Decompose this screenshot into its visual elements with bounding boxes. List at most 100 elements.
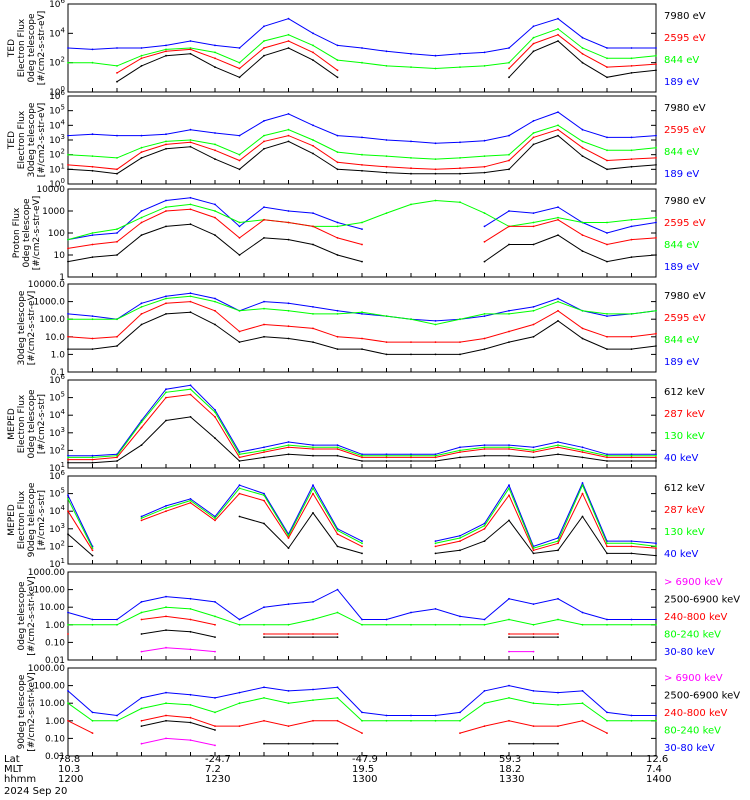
data-point [434, 545, 437, 548]
data-point [336, 697, 339, 699]
data-point [140, 157, 143, 159]
data-point [581, 221, 584, 224]
data-point [581, 155, 584, 158]
data-point [557, 444, 559, 446]
data-point [581, 449, 584, 452]
data-point [165, 615, 167, 618]
data-point [606, 623, 608, 626]
panel-6: 101 102 103 104 105 106 MEPED Electron Flux 90de… [7, 469, 705, 570]
data-point [410, 318, 412, 321]
data-point [91, 623, 94, 626]
y-tick-label: 104 [49, 118, 65, 131]
data-point [312, 144, 314, 147]
data-point [557, 549, 559, 552]
data-point [91, 256, 94, 258]
y-axis-label-line: Electron Flux [17, 110, 27, 169]
data-point [165, 606, 167, 609]
data-point [312, 44, 314, 47]
data-point [287, 309, 290, 312]
y-axis-label-line: [#/cm2-s-str] [37, 394, 47, 454]
data-point [238, 515, 241, 518]
y-tick-label: 103 [49, 133, 65, 146]
legend-entry: 7980 eV [664, 291, 706, 302]
legend-entry: 2595 eV [664, 33, 706, 44]
data-point [263, 323, 265, 326]
data-point [67, 458, 69, 461]
data-point [312, 243, 314, 246]
data-point [140, 151, 143, 154]
data-point [606, 136, 608, 139]
data-point [483, 454, 486, 457]
data-point [214, 416, 216, 418]
data-point [263, 492, 265, 495]
data-point [655, 63, 657, 65]
data-point [336, 348, 339, 350]
series-line-2 [116, 34, 657, 74]
data-point [336, 454, 339, 457]
legend-entry: 844 eV [664, 240, 699, 251]
data-point [140, 134, 143, 137]
data-point [410, 353, 412, 356]
data-point [581, 337, 584, 340]
data-point [67, 61, 69, 64]
data-point [483, 348, 486, 350]
legend-entry: 287 keV [664, 505, 705, 516]
data-point [189, 704, 192, 706]
data-point [361, 732, 363, 734]
data-point [189, 311, 192, 314]
data-point [189, 721, 192, 724]
data-point [238, 237, 241, 239]
data-point [655, 157, 657, 159]
data-point [140, 54, 143, 57]
data-point [214, 697, 216, 699]
data-point [189, 648, 192, 651]
data-point [140, 725, 143, 727]
y-axis-label-line: MEPED [7, 504, 17, 536]
data-point [312, 327, 314, 330]
data-point [483, 65, 486, 67]
data-point [581, 234, 584, 237]
data-point [67, 633, 69, 635]
data-point [116, 72, 118, 74]
data-point [630, 57, 633, 60]
data-point [263, 134, 265, 137]
data-point [238, 484, 241, 487]
data-point [655, 545, 657, 548]
data-point [410, 52, 412, 55]
y-tick-label: 106 [49, 373, 65, 386]
data-point [459, 52, 461, 55]
data-point [630, 623, 633, 626]
data-point [655, 453, 657, 456]
data-point [287, 33, 290, 36]
data-point [189, 693, 192, 696]
data-point [312, 448, 314, 450]
footer-value: 19.5 [352, 764, 374, 775]
data-point [606, 260, 608, 263]
data-point [140, 519, 143, 522]
data-point [189, 388, 192, 391]
data-point [214, 711, 216, 714]
data-point [287, 453, 290, 456]
y-tick-label: 0.10 [45, 638, 65, 648]
data-point [606, 335, 608, 338]
data-point [165, 297, 167, 300]
data-point [655, 714, 657, 717]
data-point [336, 313, 339, 315]
data-point [287, 40, 290, 42]
data-point [140, 515, 143, 518]
data-point [116, 345, 118, 347]
footer-row-label: MLT [4, 764, 24, 775]
y-tick-label: 101 [49, 461, 65, 474]
footer-value: 10.3 [58, 764, 80, 775]
data-point [336, 161, 339, 164]
data-point [263, 206, 265, 209]
data-point [263, 449, 265, 452]
legend-entry: 30-80 keV [664, 743, 715, 754]
data-point [410, 157, 412, 159]
data-point [165, 48, 167, 51]
data-point [606, 348, 608, 350]
y-axis-label-line: TED [7, 39, 17, 58]
data-point [287, 238, 290, 241]
data-point [630, 618, 633, 621]
legend-entry: 287 keV [664, 409, 705, 420]
